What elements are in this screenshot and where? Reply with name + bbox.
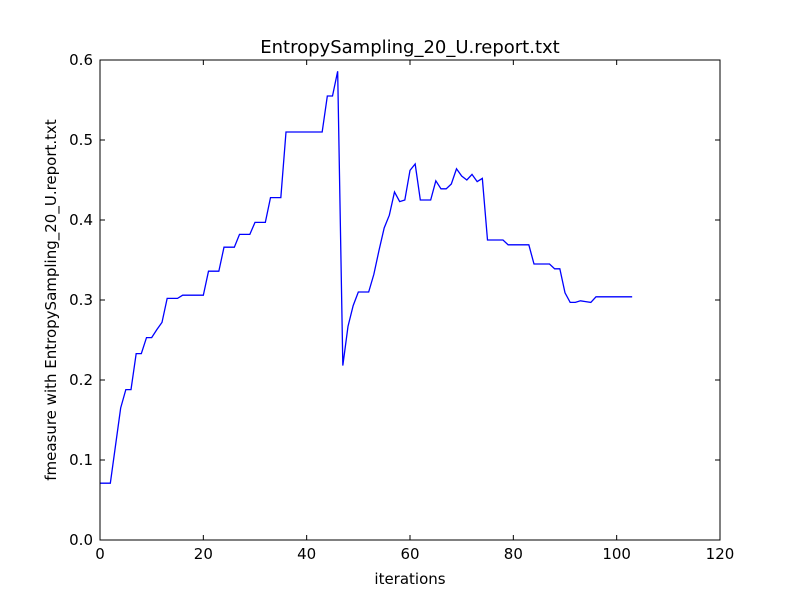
y-tick-label: 0.1 (69, 451, 93, 469)
x-tick-label: 100 (602, 545, 631, 563)
y-tick-label: 0.3 (69, 291, 93, 309)
y-tick-label: 0.2 (69, 371, 93, 389)
x-tick-label: 80 (504, 545, 523, 563)
y-axis-label: fmeasure with EntropySampling_20_U.repor… (42, 119, 61, 481)
x-axis-label: iterations (374, 570, 445, 588)
ticks-layer: 0 20 40 60 80 100 120 0.0 0.1 0.2 0.3 0.4 0.5 0.6 (69, 51, 734, 563)
x-tick-label: 60 (400, 545, 419, 563)
x-tick-label: 0 (95, 545, 105, 563)
plot-frame (99, 59, 721, 541)
chart-title: EntropySampling_20_U.report.txt (260, 37, 559, 58)
y-tick-label: 0.5 (69, 131, 93, 149)
series-line (100, 71, 633, 484)
y-tick-label: 0.4 (69, 211, 93, 229)
plot-area (100, 60, 720, 540)
y-tick-label: 0.0 (69, 531, 93, 549)
y-tick-label: 0.6 (69, 51, 93, 69)
x-tick-label: 120 (706, 545, 735, 563)
x-tick-label: 20 (194, 545, 213, 563)
x-tick-label: 40 (297, 545, 316, 563)
